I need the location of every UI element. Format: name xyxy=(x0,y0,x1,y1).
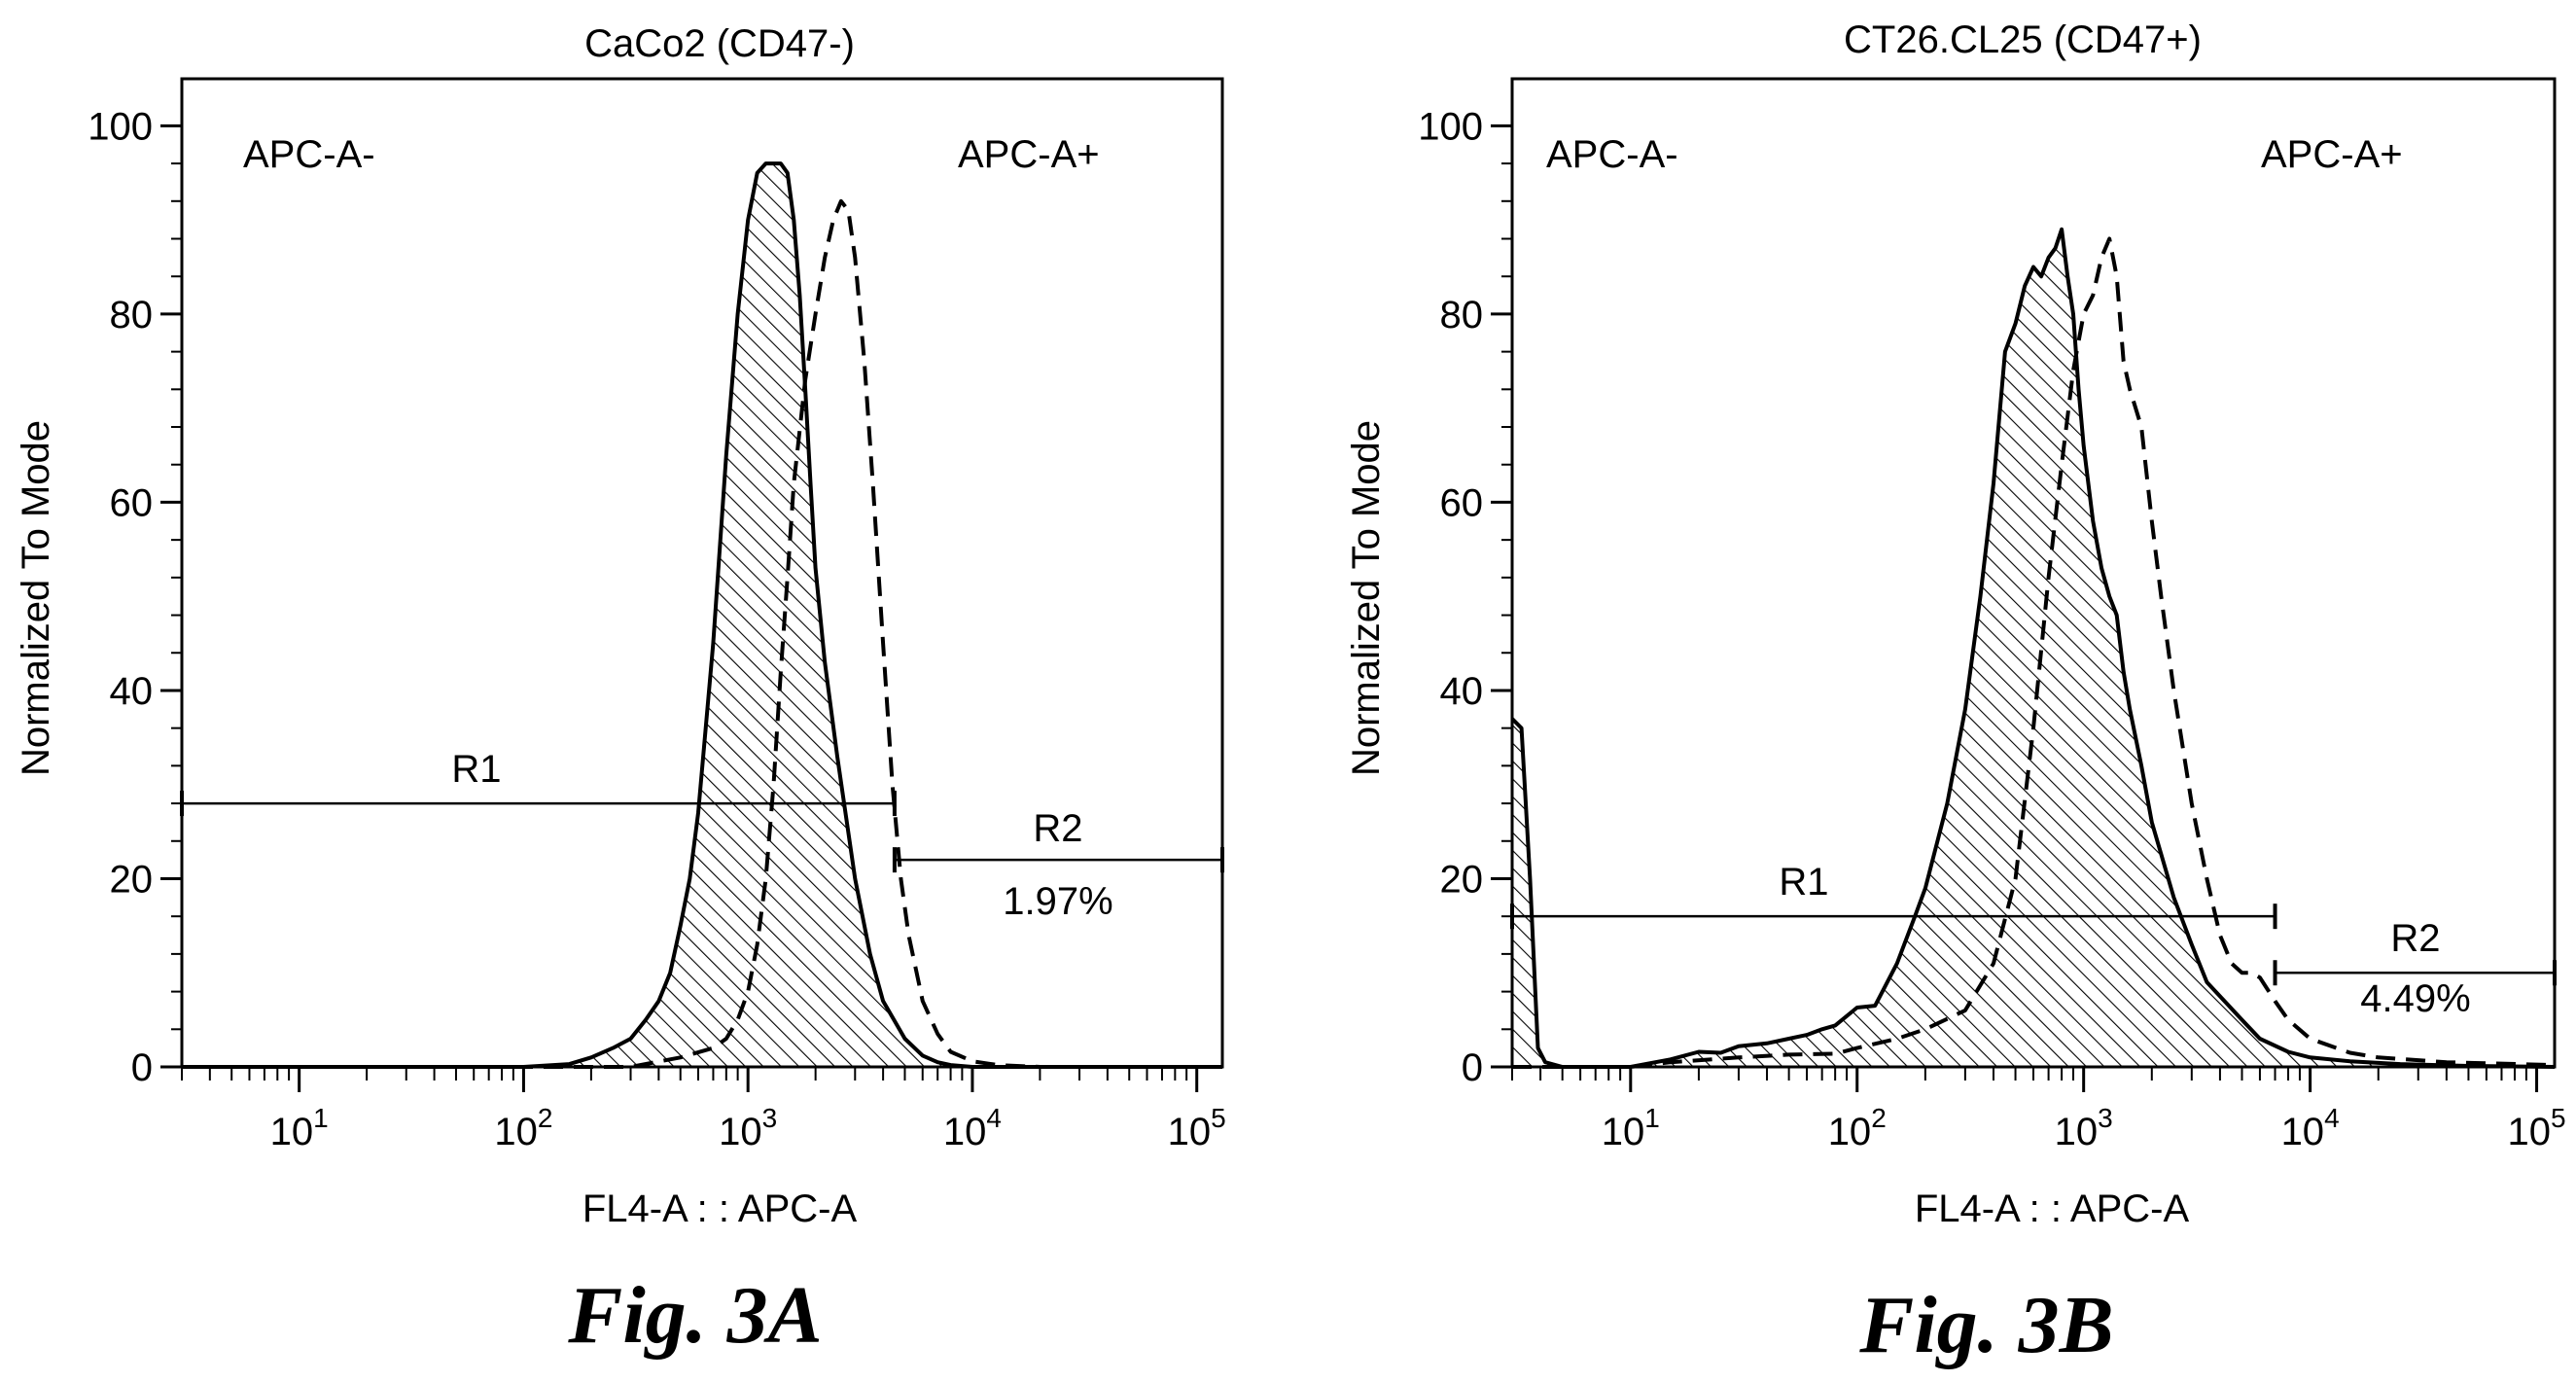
figure-caption-3b: Fig. 3B xyxy=(1858,1280,2113,1370)
x-tick-label: 101 xyxy=(270,1103,329,1153)
x-tick-label: 105 xyxy=(2508,1103,2566,1153)
y-tick-label: 100 xyxy=(88,105,153,148)
y-tick-label: 0 xyxy=(131,1046,153,1089)
gate-r2-percentage: 4.49% xyxy=(2360,977,2470,1020)
histogram-line-solid xyxy=(182,161,1222,1069)
y-tick-label: 60 xyxy=(110,481,154,524)
y-tick-label: 20 xyxy=(110,858,154,901)
chart-title: CaCo2 (CD47-) xyxy=(584,22,855,65)
histogram-fill-hatched xyxy=(1512,229,2555,1068)
y-tick-label: 40 xyxy=(110,670,154,713)
figure-caption-3a: Fig. 3A xyxy=(567,1270,822,1361)
annotation-apc-negative: APC-A- xyxy=(1546,133,1678,176)
y-tick-label: 100 xyxy=(1418,105,1483,148)
y-axis-label: Normalized To Mode xyxy=(1345,420,1388,776)
y-tick-label: 0 xyxy=(1462,1046,1483,1089)
chart-title: CT26.CL25 (CD47+) xyxy=(1844,18,2202,61)
histogram-fill-hatched xyxy=(182,163,1222,1068)
y-tick-label: 40 xyxy=(1440,670,1484,713)
gate-r1-label: R1 xyxy=(1779,861,1828,904)
annotation-apc-negative: APC-A- xyxy=(243,133,375,176)
gate-r1-label: R1 xyxy=(451,748,501,791)
y-axis-label: Normalized To Mode xyxy=(15,420,57,776)
annotation-apc-positive: APC-A+ xyxy=(2261,133,2403,176)
y-tick-label: 60 xyxy=(1440,481,1484,524)
chart-3a: 0 20 40 60 80 100 101 102 103 104 105 CaCo2 (CD47-… xyxy=(15,22,1226,1230)
histogram-line-solid xyxy=(1510,227,2556,1069)
x-tick-label: 103 xyxy=(719,1103,777,1153)
x-tick-label: 103 xyxy=(2055,1103,2113,1153)
x-tick-label: 102 xyxy=(494,1103,552,1153)
x-axis-label: FL4-A : : APC-A xyxy=(1915,1187,2190,1230)
x-tick-label: 101 xyxy=(1602,1103,1660,1153)
x-axis-label: FL4-A : : APC-A xyxy=(582,1187,858,1230)
annotation-apc-positive: APC-A+ xyxy=(958,133,1100,176)
y-tick-label: 20 xyxy=(1440,858,1484,901)
gate-r2-percentage: 1.97% xyxy=(1003,880,1112,923)
x-tick-label: 105 xyxy=(1168,1103,1226,1153)
y-tick-label: 80 xyxy=(1440,294,1484,337)
histogram-line-dashed xyxy=(1512,236,2556,1069)
x-tick-label: 102 xyxy=(1828,1103,1887,1153)
x-tick-label: 104 xyxy=(2281,1103,2340,1153)
chart-3b: 0 20 40 60 80 100 101 102 103 104 105 CT26.CL25 (C… xyxy=(1345,18,2566,1230)
y-tick-label: 80 xyxy=(110,294,154,337)
histogram-line-dashed xyxy=(182,198,1222,1069)
gate-r2-label: R2 xyxy=(1033,807,1082,850)
x-tick-label: 104 xyxy=(943,1103,1002,1153)
gate-r2-label: R2 xyxy=(2390,917,2440,960)
